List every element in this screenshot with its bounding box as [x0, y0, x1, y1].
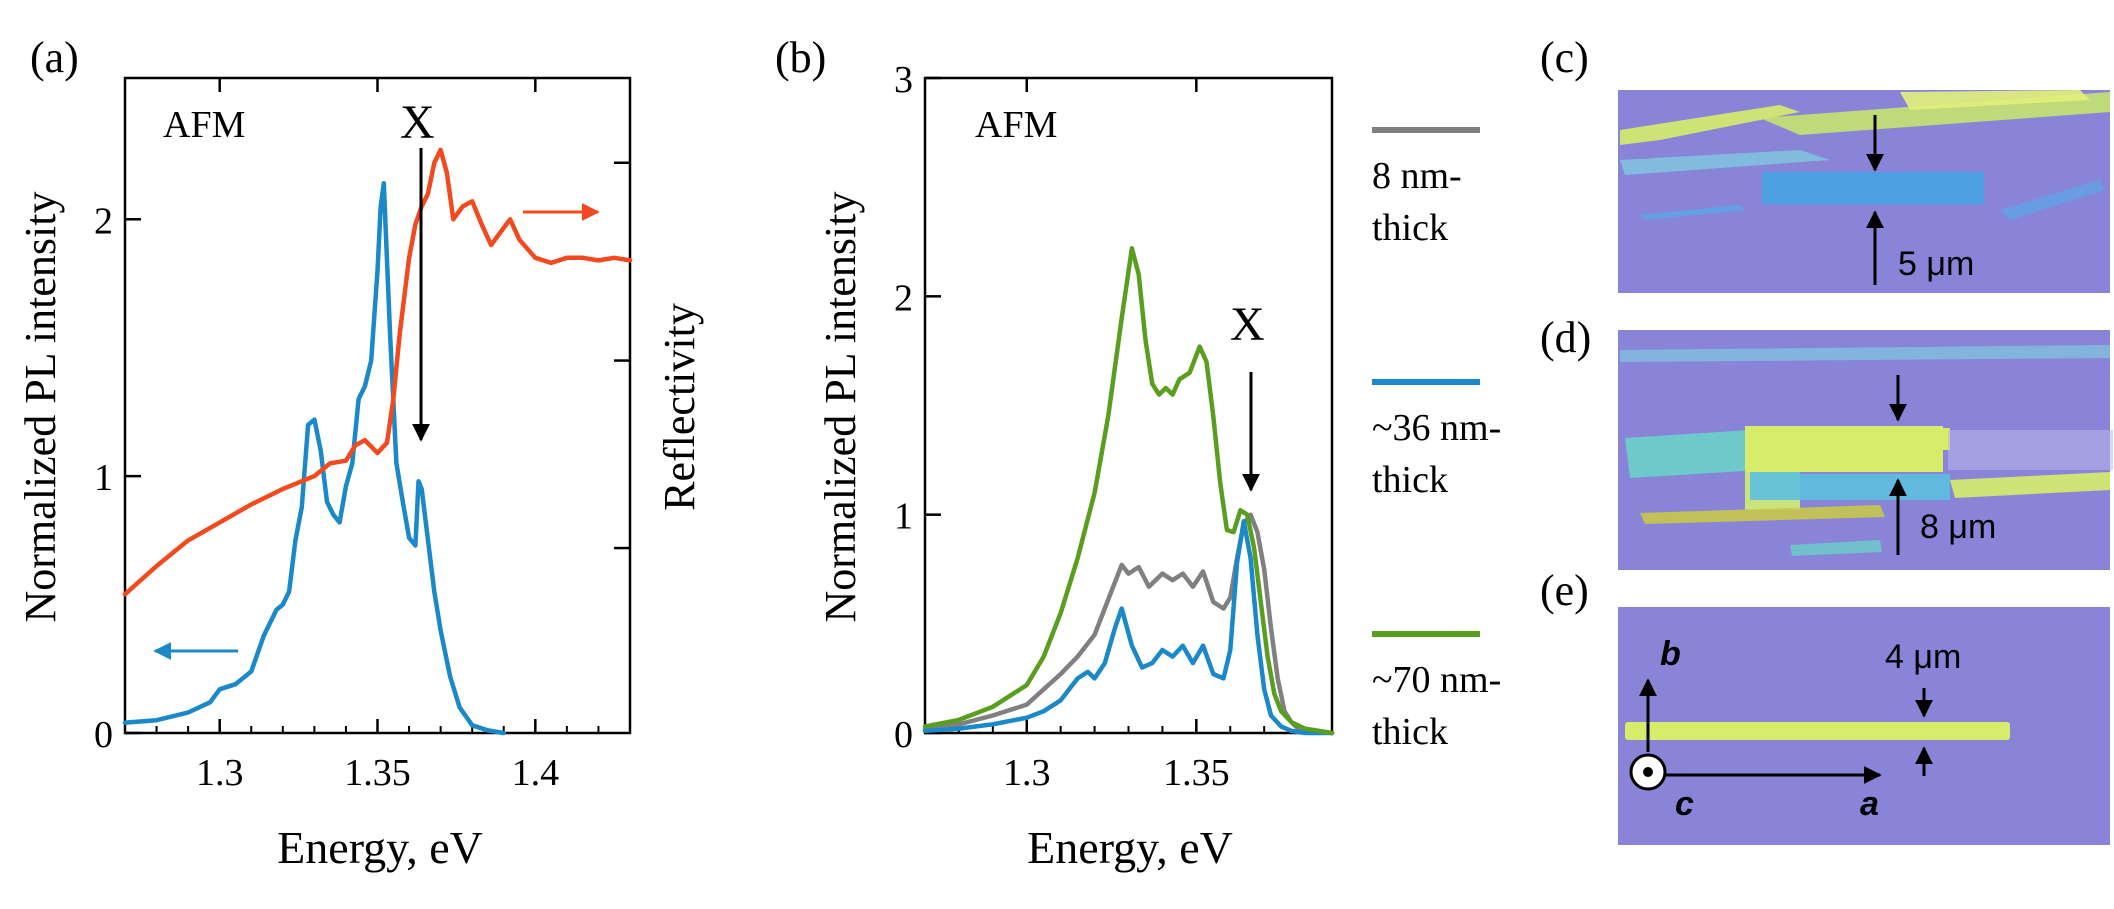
panel-a-exciton-label: X	[400, 96, 435, 149]
panel-b-label: (b)	[775, 33, 826, 82]
panel-b-series	[922, 246, 1335, 736]
panel-d-micrograph: (d) 8 μm	[1540, 313, 2113, 570]
panel-c-scale-label: 5 μm	[1898, 245, 1974, 283]
panel-d-target-flake	[1745, 426, 1943, 472]
panel-b-chart: (b) 1.3 1.35 0 1 2 3 AFM X Normalized PL inte…	[775, 33, 1335, 873]
panel-d-flake	[1620, 345, 2110, 362]
panel-d-flake	[1950, 472, 2110, 498]
y-tick-label: 2	[894, 277, 913, 319]
panel-e-nanoribbon	[1625, 722, 2010, 740]
y-tick-label: 0	[94, 714, 113, 756]
legend-label-36nm-line1: ~36 nm-	[1372, 407, 1501, 449]
legend-item-8nm: 8 nm- thick	[1372, 127, 1480, 249]
panel-c-flake	[2000, 180, 2105, 220]
series-line--36-nm-thick	[922, 518, 1335, 736]
panel-b-annotation: AFM	[975, 104, 1057, 146]
panel-b-x-label: Energy, eV	[1027, 822, 1233, 873]
panel-c-flake	[1620, 150, 1830, 175]
panel-d-flakes	[1620, 345, 2113, 556]
legend-label-8nm-line1: 8 nm-	[1372, 155, 1462, 197]
legend-item-70nm: ~70 nm- thick	[1372, 631, 1501, 753]
panel-d-scale-label: 8 μm	[1920, 508, 1996, 546]
panel-a-frame	[123, 76, 632, 735]
panel-b-y-label: Normalized PL intensity	[816, 192, 865, 623]
panel-a-annotation: AFM	[163, 104, 245, 146]
panel-b-exciton-label: X	[1230, 298, 1265, 351]
panel-c-target-flake	[1762, 172, 1984, 204]
x-tick-label: 1.35	[344, 752, 411, 794]
legend-label-70nm-line1: ~70 nm-	[1372, 659, 1501, 701]
panel-a-chart: (a) 1.3 1.35 1.4 0 1 2 AFM X Normalized PL in…	[16, 33, 704, 873]
panel-e-c-axis-label: c	[1675, 785, 1694, 823]
panel-a-y-label: Normalized PL intensity	[16, 192, 65, 623]
panel-c-micrograph: (c) 5 μm	[1540, 33, 2110, 293]
legend-label-8nm-line2: thick	[1372, 207, 1448, 249]
x-tick-label: 1.3	[1003, 752, 1051, 794]
x-tick-label: 1.3	[196, 752, 244, 794]
panel-c-flakes	[1620, 90, 2110, 220]
panel-a-label: (a)	[30, 33, 79, 82]
panel-e-c-axis-dot-icon	[1643, 767, 1653, 777]
panel-d-flake	[1790, 540, 1882, 556]
panel-b-ticks: 1.3 1.35 0 1 2 3	[894, 59, 1333, 794]
x-tick-label: 1.4	[512, 752, 560, 794]
panel-a-ticks: 1.3 1.35 1.4 0 1 2	[94, 78, 631, 794]
y-tick-label: 1	[894, 496, 913, 538]
y-tick-label: 0	[894, 714, 913, 756]
y-tick-label: 1	[94, 457, 113, 499]
panel-c-label: (c)	[1540, 33, 1589, 82]
panel-d-flake	[1948, 430, 2113, 470]
panel-c-flake	[1620, 105, 1800, 145]
panel-c-flake	[1900, 90, 2090, 110]
panel-a-right-y-label: Reflectivity	[655, 303, 704, 511]
panel-e-scale-label: 4 μm	[1885, 638, 1961, 676]
panel-a-series	[122, 147, 633, 736]
panel-b-legend: 8 nm- thick ~36 nm- thick ~70 nm- thick	[1372, 127, 1501, 753]
legend-label-70nm-line2: thick	[1372, 711, 1448, 753]
legend-label-36nm-line2: thick	[1372, 459, 1448, 501]
panel-e-micrograph: (e) b c a 4 μm	[1540, 566, 2110, 845]
series-line-pl	[122, 181, 506, 736]
legend-item-36nm: ~36 nm- thick	[1372, 379, 1501, 501]
panel-d-label: (d)	[1540, 313, 1591, 362]
panel-d-flake	[1625, 430, 1760, 478]
series-line--70-nm-thick	[922, 246, 1335, 736]
y-tick-label: 2	[94, 200, 113, 242]
y-tick-label: 3	[894, 59, 913, 101]
panel-e-b-axis-label: b	[1660, 635, 1681, 673]
panel-e-label: (e)	[1540, 566, 1589, 615]
panel-d-flake	[1640, 505, 1885, 524]
series-line-reflectivity	[122, 147, 633, 597]
series-line-8-nm-thick	[922, 512, 1335, 736]
panel-c-flake	[1640, 205, 1745, 220]
panel-e-a-axis-label: a	[1860, 785, 1879, 823]
x-tick-label: 1.35	[1163, 752, 1230, 794]
panel-a-x-label: Energy, eV	[277, 822, 483, 873]
